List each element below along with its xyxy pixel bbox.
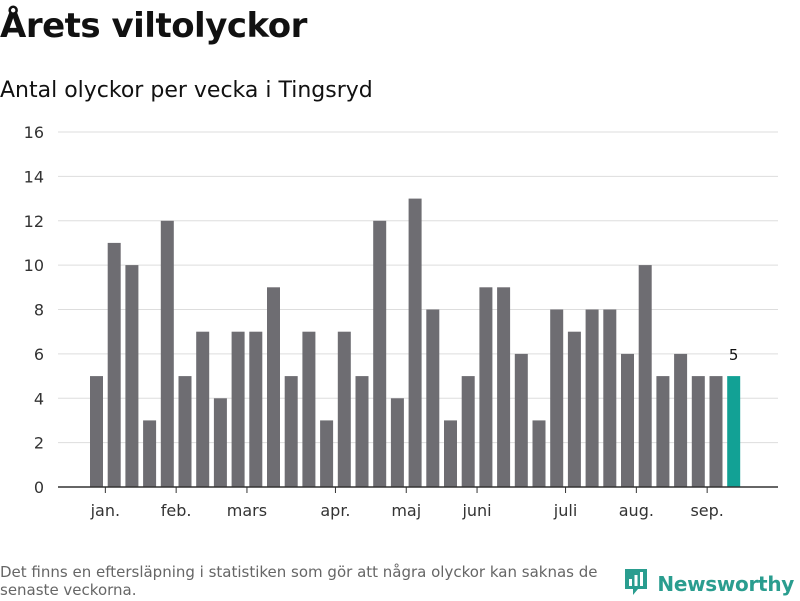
bar xyxy=(550,309,564,487)
bar xyxy=(390,398,404,488)
bar xyxy=(337,331,351,487)
bar xyxy=(90,376,103,487)
x-tick-label: juli xyxy=(553,501,577,520)
x-tick-label: maj xyxy=(391,501,421,520)
bar xyxy=(355,376,369,487)
bar xyxy=(196,331,210,487)
chart-subtitle: Antal olyckor per vecka i Tingsryd xyxy=(0,78,373,103)
x-tick-label: sep. xyxy=(690,501,723,520)
bar xyxy=(160,220,174,488)
y-tick-label: 16 xyxy=(24,123,44,142)
bar xyxy=(249,331,263,487)
bar xyxy=(302,331,316,487)
bar xyxy=(514,353,528,487)
bar xyxy=(107,242,121,487)
x-tick-label: aug. xyxy=(619,501,654,520)
bar xyxy=(373,220,387,488)
bar xyxy=(656,376,670,487)
x-tick-label: apr. xyxy=(320,501,350,520)
bar xyxy=(125,265,139,487)
bar-highlight xyxy=(727,376,741,487)
y-tick-label: 10 xyxy=(24,256,44,275)
bar xyxy=(444,420,457,487)
bar xyxy=(408,198,422,487)
y-tick-label: 6 xyxy=(34,345,44,364)
x-tick-label: mars xyxy=(227,501,267,520)
bar xyxy=(178,376,192,487)
bar xyxy=(621,353,634,487)
bar xyxy=(479,287,493,487)
bar xyxy=(426,309,440,487)
x-tick-label: jan. xyxy=(90,501,120,520)
y-tick-label: 12 xyxy=(24,212,44,231)
bar xyxy=(532,420,546,487)
bar xyxy=(709,376,723,487)
y-tick-label: 0 xyxy=(34,478,44,497)
bar xyxy=(638,265,652,487)
bar xyxy=(461,376,475,487)
y-tick-label: 2 xyxy=(34,434,44,453)
bar xyxy=(674,353,688,487)
bar xyxy=(585,309,599,487)
bar xyxy=(320,420,334,487)
y-tick-label: 14 xyxy=(24,167,44,186)
x-tick-label: feb. xyxy=(161,501,192,520)
bar xyxy=(143,420,157,487)
bar-value-label: 5 xyxy=(729,346,739,364)
bar xyxy=(231,331,245,487)
bar-chart-logo-icon xyxy=(623,567,649,601)
bar-chart: 0 2 4 6 8 10 12 14 16 5 jan. feb. mars apr. maj juni jul… xyxy=(24,123,778,520)
brand-name: Newsworthy xyxy=(657,572,794,596)
bar xyxy=(567,331,581,487)
bar xyxy=(603,309,617,487)
brand-logo[interactable]: Newsworthy xyxy=(623,568,794,600)
y-tick-label: 4 xyxy=(34,389,44,408)
bar xyxy=(213,398,227,488)
x-tick-label: juni xyxy=(461,501,491,520)
y-tick-label: 8 xyxy=(34,301,44,320)
bar xyxy=(497,287,511,487)
bar xyxy=(691,376,705,487)
bar xyxy=(267,287,280,487)
footnote: Det finns en eftersläpning i statistiken… xyxy=(0,563,598,599)
bar xyxy=(284,376,298,487)
chart-title: Årets viltolyckor xyxy=(0,6,307,46)
